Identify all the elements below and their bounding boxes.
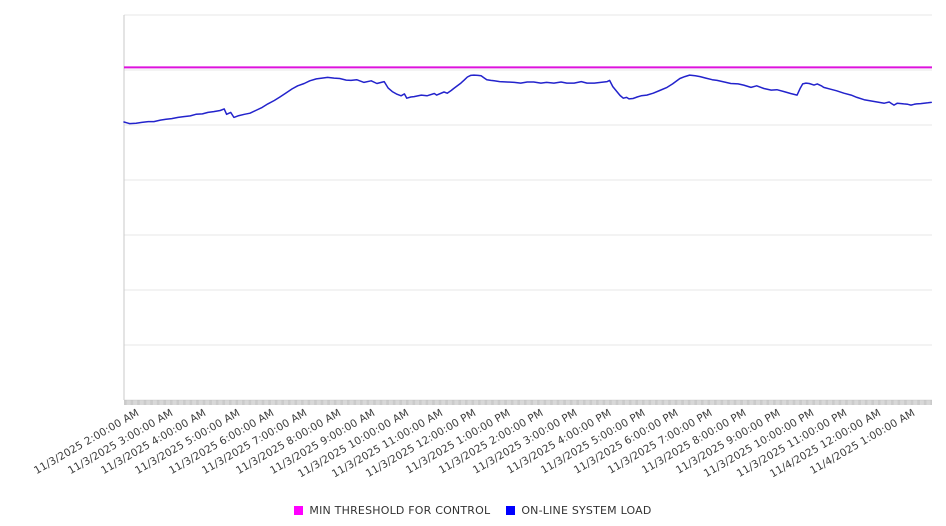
- legend-item-system-load: ON-LINE SYSTEM LOAD: [506, 504, 651, 517]
- system-load-line-series: [123, 74, 932, 125]
- legend-swatch-min-threshold-icon: [294, 506, 304, 515]
- legend-label-system-load: ON-LINE SYSTEM LOAD: [521, 504, 652, 517]
- legend-swatch-system-load-icon: [506, 506, 516, 515]
- legend: MIN THRESHOLD FOR CONTROL ON-LINE SYSTEM…: [0, 504, 946, 517]
- legend-label-min-threshold: MIN THRESHOLD FOR CONTROL: [309, 504, 491, 517]
- legend-item-min-threshold: MIN THRESHOLD FOR CONTROL: [294, 504, 490, 517]
